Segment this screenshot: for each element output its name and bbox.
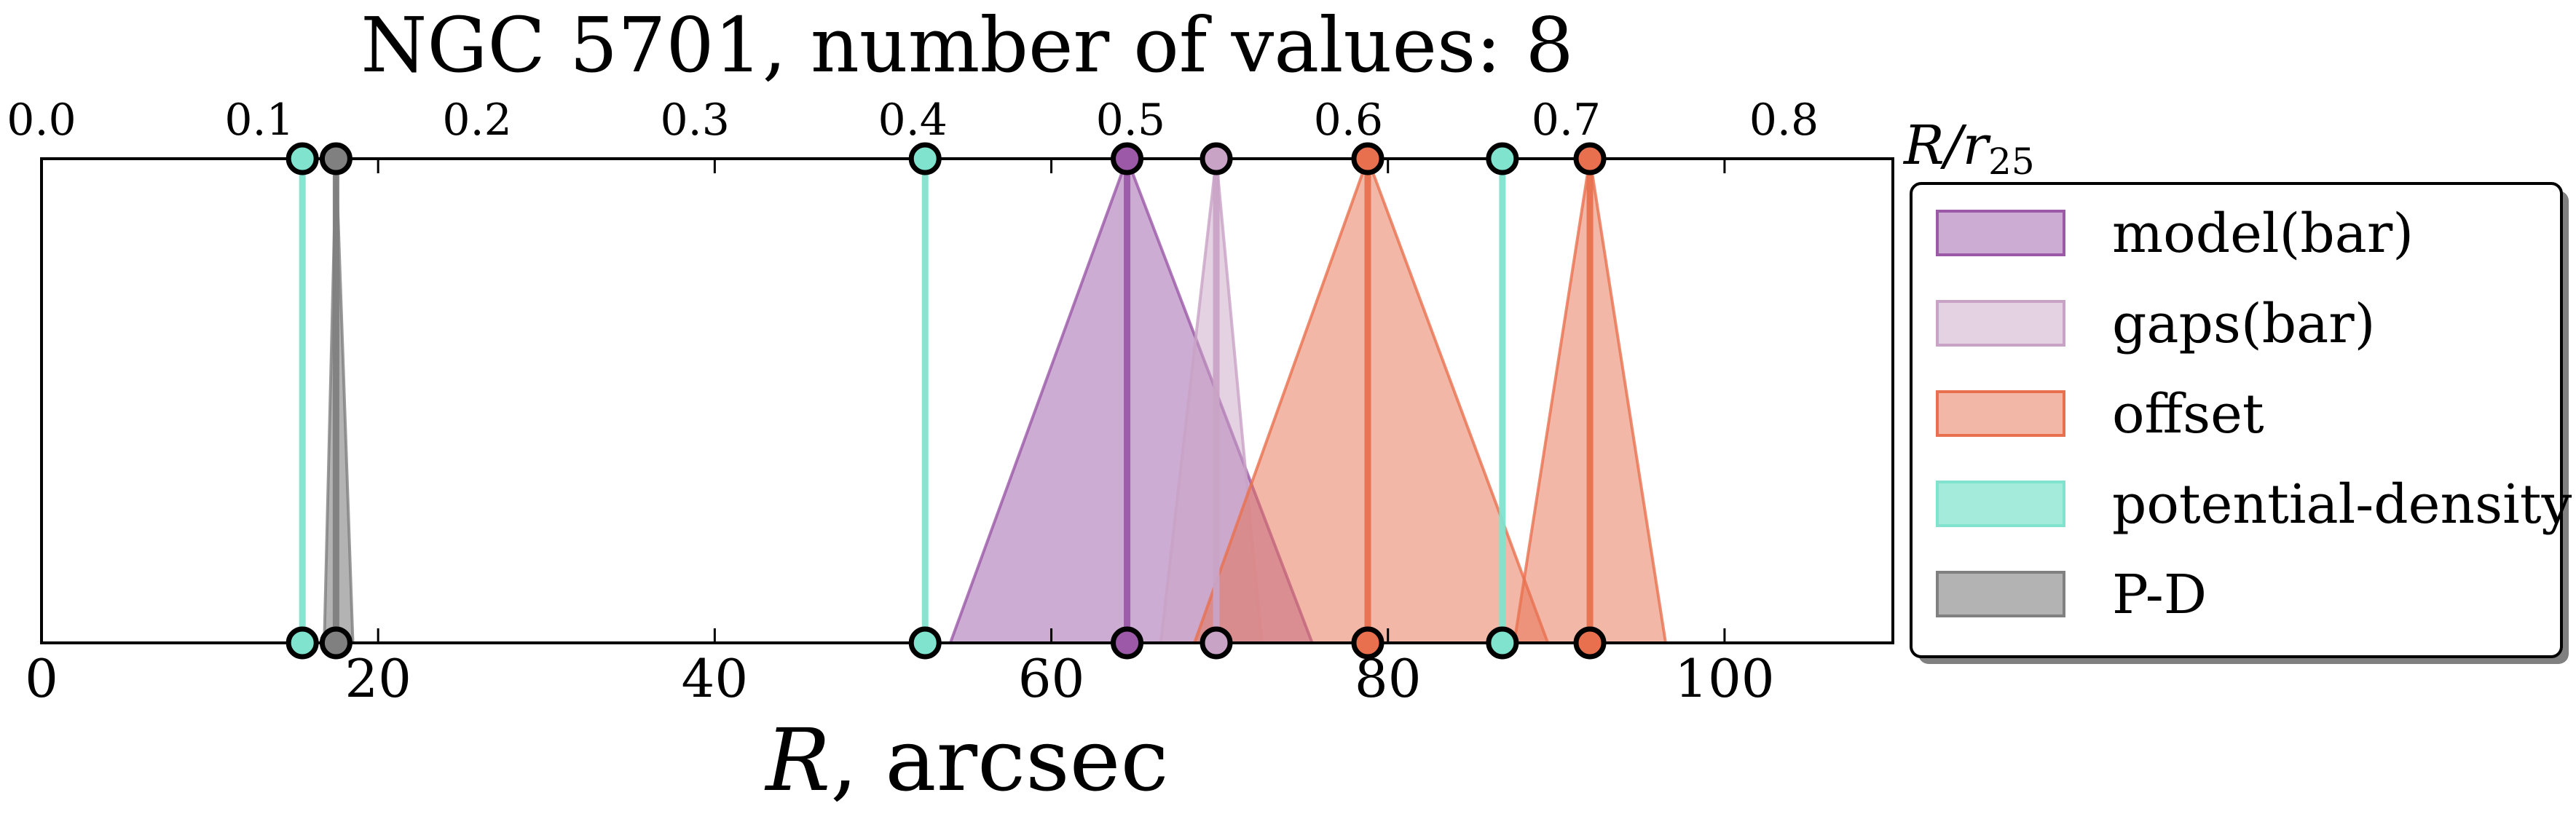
bottom-marker-potential-density-1 (908, 626, 942, 660)
legend-swatch-potential-density (1936, 481, 2065, 527)
bottom-marker-potential-density-0 (285, 626, 319, 660)
top-tick-label-0-3: 0.3 (660, 95, 729, 146)
bottom-marker-offset-0 (1351, 626, 1384, 660)
bottom-tick-label-40: 40 (682, 648, 749, 709)
legend-swatch-gaps-bar (1936, 300, 2065, 347)
bottom-tick-label-80: 80 (1355, 648, 1422, 709)
top-x-axis-label: R/r25 (1902, 114, 2035, 183)
top-tick-label-0-8: 0.8 (1749, 95, 1819, 146)
bottom-tick-label-20: 20 (344, 648, 411, 709)
top-marker-potential-density-2 (1486, 142, 1519, 175)
bottom-marker-potential-density-2 (1486, 626, 1519, 660)
x-axis-label-rest: , arcsec (830, 710, 1168, 810)
top-tick-label-0-5: 0.5 (1096, 95, 1165, 146)
top-marker-gaps-bar-0 (1200, 142, 1233, 175)
top-marker-model-bar-0 (1111, 142, 1144, 175)
bottom-tick-label-60: 60 (1018, 648, 1085, 709)
legend-label-p-d: P-D (2112, 564, 2207, 626)
legend-label-potential-density: potential-density (2112, 473, 2572, 536)
bottom-marker-model-bar-0 (1111, 626, 1144, 660)
x-axis-label-main: R (764, 710, 830, 810)
top-x-axis-label-main: R/r (1902, 114, 1992, 177)
legend-swatch-model-bar (1936, 210, 2065, 256)
top-tick-label-0-1: 0.1 (224, 95, 294, 146)
top-tick-label-0-7: 0.7 (1532, 95, 1601, 146)
legend-label-gaps-bar: gaps(bar) (2112, 293, 2375, 355)
bottom-marker-offset-1 (1573, 626, 1607, 660)
x-axis-label: R, arcsec (764, 710, 1168, 810)
top-marker-offset-1 (1573, 142, 1607, 175)
top-marker-p-d-0 (319, 142, 352, 175)
bottom-marker-p-d-0 (319, 626, 352, 660)
top-tick-label-0: 0.0 (7, 95, 76, 146)
legend: model(bar) gaps(bar) offset potential-densi… (1910, 182, 2572, 664)
bottom-marker-gaps-bar-0 (1200, 626, 1233, 660)
top-marker-potential-density-1 (908, 142, 942, 175)
legend-label-offset: offset (2112, 383, 2264, 446)
lines-layer (299, 159, 1594, 643)
legend-swatch-p-d (1936, 571, 2065, 617)
top-marker-potential-density-0 (285, 142, 319, 175)
top-tick-label-0-6: 0.6 (1314, 95, 1383, 146)
legend-frame (1910, 182, 2563, 658)
top-marker-offset-0 (1351, 142, 1384, 175)
top-x-axis-label-sub: 25 (1988, 141, 2035, 183)
legend-label-model-bar: model(bar) (2112, 202, 2414, 265)
top-tick-label-0-2: 0.2 (442, 95, 511, 146)
plot-area-frame (40, 157, 1894, 644)
range-triangle-offset-0 (1192, 154, 1551, 644)
fills-layer (323, 154, 1668, 644)
ticks-layer: 0 20 40 60 80 100 0.0 0.1 0.2 0.3 0.4 0.5 0.6 0.7 0.8 (7, 95, 1819, 709)
bottom-tick-label-0: 0 (25, 648, 58, 709)
top-tick-label-0-4: 0.4 (878, 95, 948, 146)
bottom-tick-label-100: 100 (1674, 648, 1774, 709)
legend-items: model(bar) gaps(bar) offset potential-densi… (1936, 202, 2572, 626)
chart-title: NGC 5701, number of values: 8 (361, 1, 1573, 90)
markers-layer (285, 142, 1607, 660)
legend-swatch-offset (1936, 390, 2065, 437)
